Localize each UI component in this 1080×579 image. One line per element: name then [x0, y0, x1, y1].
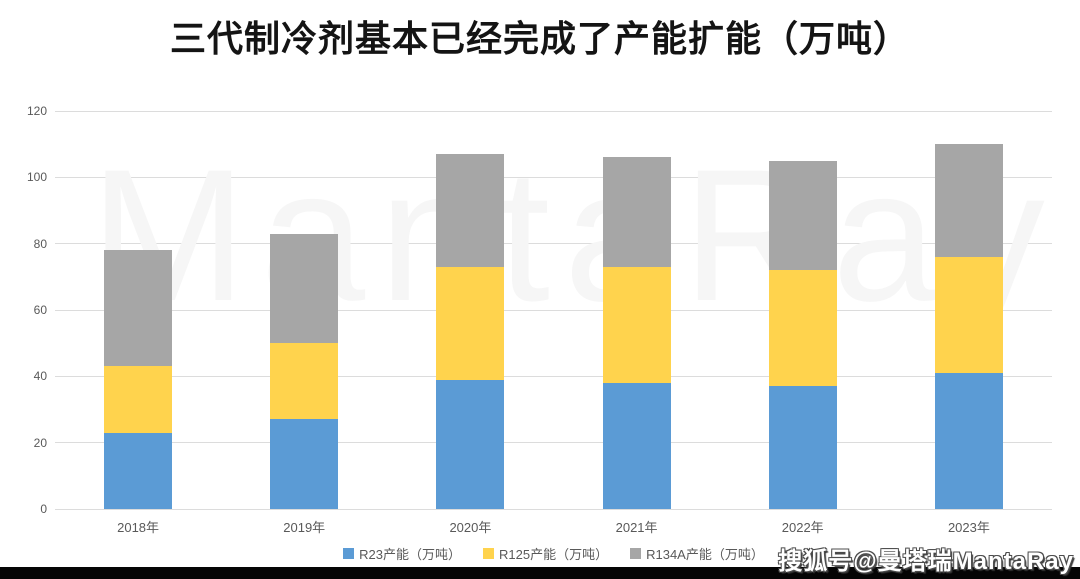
- bar-segment-r23-2020年: [436, 379, 505, 509]
- background-watermark-text: MantaRay: [90, 130, 1059, 340]
- legend-item-r125: R125产能（万吨）: [483, 544, 608, 563]
- y-axis-tick-label: 40: [33, 369, 47, 384]
- y-axis-tick-label: 0: [40, 502, 47, 516]
- y-axis-tick-label: 60: [33, 303, 47, 317]
- bar-segment-r125-2022年: [768, 270, 837, 387]
- bar-segment-r134a-2021年: [602, 157, 671, 267]
- x-axis-label: 2022年: [781, 520, 824, 535]
- gridline-y120: [55, 110, 1052, 112]
- gridline-y20: [55, 442, 1052, 444]
- y-axis-tick-label: 120: [26, 104, 47, 118]
- bar-segment-r23-2019年: [270, 419, 339, 509]
- gridline-y100: [55, 176, 1052, 178]
- gridline-y0: [55, 508, 1052, 510]
- bar-segment-r134a-2020年: [436, 154, 505, 267]
- bar-segment-r23-2022年: [768, 386, 837, 509]
- plot-area: MantaRay 0 20 40 60 80 100 120 2018年 2019年 2020年 2…: [27, 104, 1052, 535]
- legend-swatch-r125: [483, 548, 494, 559]
- x-axis-label: 2020年: [449, 520, 492, 535]
- y-axis-tick-label: 100: [26, 170, 47, 185]
- gridline-y80: [55, 243, 1052, 245]
- x-axis-label: 2019年: [283, 520, 326, 535]
- credit-watermark: 搜狐号@曼塔瑞MantaRay: [778, 548, 1074, 575]
- x-axis-label: 2023年: [947, 520, 990, 535]
- bar-segment-r134a-2023年: [934, 144, 1003, 257]
- bar-segment-r125-2019年: [270, 343, 339, 420]
- legend-swatch-r23: [343, 548, 355, 559]
- bar-segment-r23-2018年: [104, 432, 173, 509]
- chart-title: 三代制冷剂基本已经完成了产能扩能（万吨）: [169, 18, 910, 59]
- bar-segment-r134a-2019年: [270, 233, 339, 344]
- legend-item-r23: R23产能（万吨）: [343, 544, 461, 563]
- gridline-y40: [55, 375, 1052, 377]
- bar-segment-r134a-2018年: [104, 250, 173, 367]
- legend-label-r125: R125产能（万吨）: [499, 547, 609, 562]
- legend: R23产能（万吨） R125产能（万吨） R134A产能（万吨）: [55, 544, 1052, 563]
- bar-segment-r125-2018年: [104, 366, 173, 433]
- legend-label-r134a: R134A产能（万吨）: [646, 547, 764, 562]
- bar-segment-r125-2020年: [436, 266, 505, 380]
- gridline-y60: [55, 309, 1052, 311]
- x-axis-label: 2018年: [117, 520, 160, 535]
- bar-segment-r23-2023年: [934, 373, 1003, 509]
- bottom-bar: [0, 567, 1080, 579]
- bar-segment-r23-2021年: [602, 382, 671, 509]
- bar-segment-r125-2021年: [602, 266, 671, 383]
- y-axis-tick-label: 80: [33, 236, 47, 251]
- y-axis-tick-label: 20: [33, 435, 47, 450]
- x-axis-label: 2021年: [615, 520, 658, 535]
- bar-segment-r125-2023年: [934, 256, 1003, 374]
- bar-segment-r134a-2022年: [768, 160, 837, 271]
- legend-swatch-r134a: [630, 548, 642, 559]
- legend-item-r134a: R134A产能（万吨）: [630, 544, 764, 563]
- legend-label-r23: R23产能（万吨）: [359, 547, 461, 562]
